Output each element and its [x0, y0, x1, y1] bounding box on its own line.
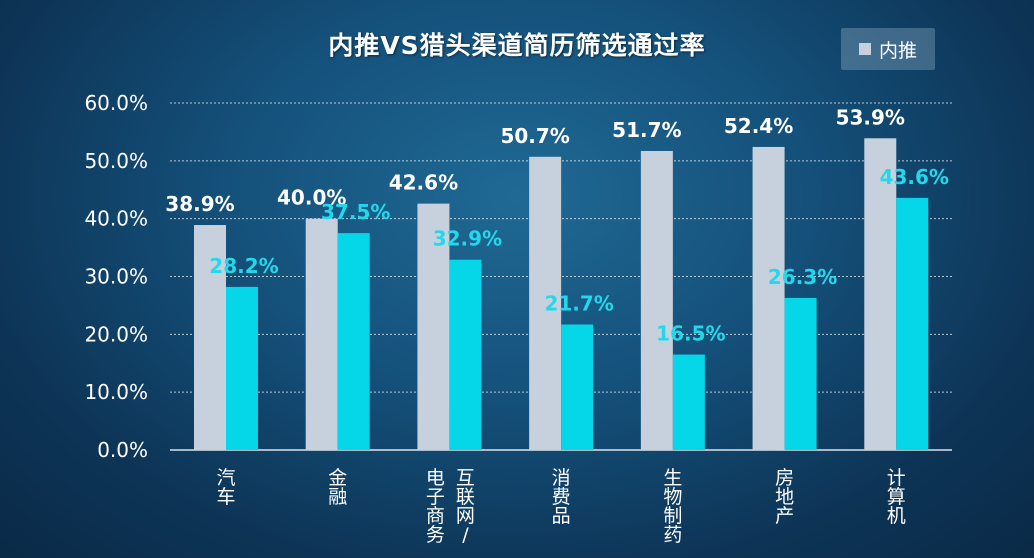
- y-tick-label: 10.0%: [84, 380, 148, 404]
- x-tick-label: 房: [775, 467, 794, 489]
- data-label: 28.2%: [209, 254, 278, 278]
- bar-series-1: [529, 156, 562, 450]
- bar-series-2: [337, 233, 370, 450]
- bar-series-2: [561, 324, 594, 450]
- x-tick-label: 消: [552, 467, 571, 489]
- x-tick-label: 商: [426, 505, 445, 527]
- bar-series-1: [864, 138, 897, 451]
- data-label: 42.6%: [389, 171, 458, 195]
- data-label: 40.0%: [277, 186, 346, 210]
- bar-series-1: [417, 203, 450, 450]
- x-tick-label: /: [462, 524, 469, 546]
- bar-series-1: [752, 146, 785, 450]
- x-tick-label: 联: [456, 486, 475, 508]
- data-label: 32.9%: [433, 227, 502, 251]
- data-label: 51.7%: [612, 118, 681, 142]
- x-tick-label: 物: [663, 486, 682, 508]
- x-tick-label: 汽: [216, 467, 235, 489]
- data-label: 16.5%: [656, 322, 725, 346]
- y-tick-label: 20.0%: [84, 322, 148, 346]
- bar-series-2: [672, 354, 705, 450]
- y-tick-label: 30.0%: [84, 265, 148, 289]
- x-tick-label: 算: [887, 486, 906, 508]
- y-tick-label: 0.0%: [97, 438, 148, 462]
- x-tick-label: 融: [328, 486, 347, 508]
- x-tick-label: 地: [775, 486, 794, 508]
- x-tick-label: 机: [887, 505, 906, 527]
- bar-series-2: [449, 259, 482, 450]
- bar-series-1: [194, 225, 226, 450]
- x-tick-label: 品: [552, 505, 571, 527]
- y-tick-label: 60.0%: [84, 91, 148, 115]
- y-tick-label: 50.0%: [84, 149, 148, 173]
- x-tick-label: 计: [887, 467, 906, 489]
- x-tick-label: 车: [216, 486, 235, 508]
- bar-series-1: [305, 218, 338, 450]
- x-tick-label: 互: [456, 467, 475, 489]
- bar-series-2: [226, 286, 258, 450]
- bar-series-1: [640, 151, 673, 451]
- data-label: 37.5%: [321, 200, 390, 224]
- bar-series-2: [896, 197, 929, 450]
- legend-label: 内推: [878, 39, 917, 62]
- legend: 内推: [841, 28, 935, 70]
- data-label: 21.7%: [544, 292, 613, 316]
- data-label: 50.7%: [500, 124, 569, 148]
- bar-series-2: [784, 297, 817, 450]
- x-tick-label: 电: [426, 467, 445, 489]
- x-tick-label: 产: [775, 505, 794, 527]
- x-tick-label: 药: [663, 524, 682, 546]
- data-label: 38.9%: [165, 192, 234, 216]
- chart-title: 内推VS猎头渠道简历筛选通过率: [328, 31, 706, 60]
- y-tick-label: 40.0%: [84, 207, 148, 231]
- x-tick-label: 金: [328, 467, 347, 489]
- x-tick-label: 务: [426, 524, 445, 546]
- data-label: 52.4%: [724, 114, 793, 138]
- x-tick-label: 费: [552, 486, 571, 508]
- data-label: 53.9%: [836, 105, 905, 129]
- x-tick-label: 制: [663, 505, 682, 527]
- x-tick-label: 网: [456, 505, 475, 527]
- legend-swatch: [858, 43, 871, 55]
- data-label: 43.6%: [880, 165, 949, 189]
- x-tick-label: 子: [426, 486, 445, 508]
- data-label: 26.3%: [768, 265, 837, 289]
- x-tick-label: 生: [663, 467, 682, 489]
